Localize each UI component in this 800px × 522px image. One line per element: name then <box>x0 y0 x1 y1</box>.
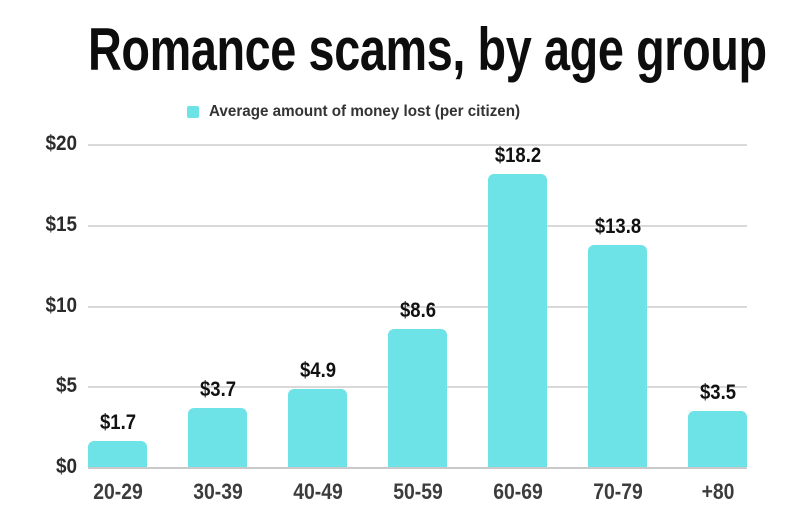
bar-value-label: $8.6 <box>399 299 436 323</box>
bar-value-label: $1.7 <box>99 410 136 434</box>
x-tick-label: +80 <box>701 479 734 504</box>
bar-value-label: $18.2 <box>494 144 541 168</box>
bar <box>88 440 147 468</box>
chart-title: Romance scams, by age group <box>88 16 767 83</box>
y-tick-label: $20 <box>45 132 77 155</box>
gridline <box>88 144 747 146</box>
x-tick-label: 40-49 <box>292 479 343 504</box>
bar-value-label: $4.9 <box>299 358 336 382</box>
legend: Average amount of money lost (per citize… <box>0 103 762 121</box>
x-tick-label: 50-59 <box>392 479 443 504</box>
y-tick-label: $15 <box>45 212 77 236</box>
x-tick-label: 20-29 <box>92 479 143 504</box>
bar-value-label: $13.8 <box>594 215 641 239</box>
bar-value-label: $3.7 <box>199 378 236 402</box>
bar <box>688 411 747 468</box>
x-tick-label: 30-39 <box>192 479 243 504</box>
y-tick-label: $5 <box>55 374 77 398</box>
gridline <box>88 305 747 308</box>
bar-value-label: $3.5 <box>699 381 736 405</box>
x-axis-baseline <box>88 467 747 469</box>
gridline <box>88 224 747 227</box>
x-tick-label: 60-69 <box>492 479 543 504</box>
x-tick-label: 70-79 <box>592 479 643 504</box>
y-tick-label: $10 <box>45 293 77 317</box>
bar <box>388 329 447 468</box>
bar <box>488 174 547 468</box>
legend-label: Average amount of money lost (per citize… <box>209 103 521 120</box>
y-tick-label: $0 <box>55 455 77 478</box>
bar <box>288 388 347 468</box>
bar <box>588 245 647 468</box>
bar <box>188 408 247 468</box>
legend-swatch-icon <box>187 106 200 118</box>
